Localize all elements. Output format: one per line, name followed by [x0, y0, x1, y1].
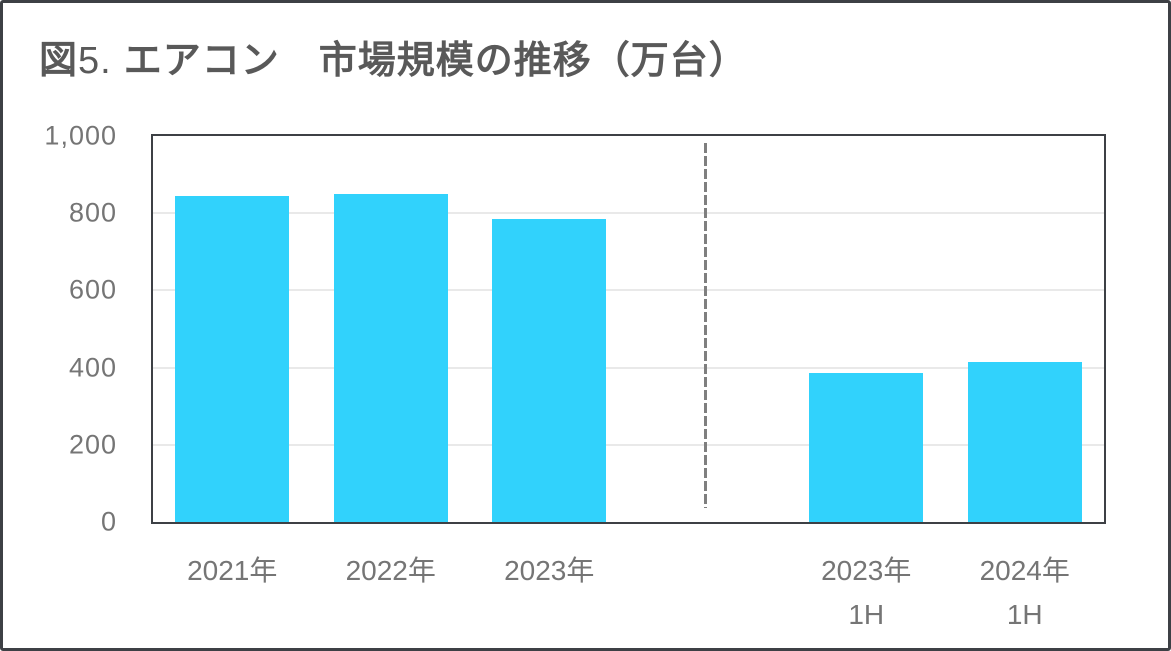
gridline-200 — [153, 443, 1104, 446]
y-axis-label-800: 800 — [68, 197, 117, 228]
x-axis-label-line1: 2022年 — [345, 555, 436, 586]
y-axis-label-0: 0 — [100, 506, 117, 537]
x-axis-label-line1: 2023年 — [821, 555, 912, 586]
bar-2023年-1H — [809, 373, 924, 522]
plot-area — [151, 134, 1106, 524]
y-axis-label-600: 600 — [68, 274, 117, 305]
bar-2024年-1H — [967, 361, 1082, 522]
chart-title-prefix: 図 — [39, 40, 79, 82]
x-axis-label-line1: 2023年 — [504, 555, 595, 586]
x-axis-label-2023年: 2023年 — [439, 554, 659, 588]
gridline-800 — [153, 212, 1104, 215]
group-divider-dashed-line — [703, 143, 707, 508]
x-axis-label-line1: 2024年 — [979, 555, 1070, 586]
y-axis-label-400: 400 — [68, 352, 117, 383]
y-axis-label-200: 200 — [68, 429, 117, 460]
chart-title-text: エアコン 市場規模の推移（万台） — [123, 40, 748, 82]
x-axis-label-2022年: 2022年 — [281, 554, 501, 588]
chart-title-number: 5. — [78, 40, 112, 82]
x-axis-label-line2: 1H — [1006, 599, 1043, 630]
x-axis-label-2023年-1H: 2023年 1H — [756, 554, 976, 632]
x-axis-label-line2: 1H — [848, 599, 885, 630]
gridline-600 — [153, 289, 1104, 292]
chart-title: 図5. エアコン 市場規模の推移（万台） — [39, 37, 748, 85]
x-axis-label-line1: 2021年 — [187, 555, 278, 586]
gridline-400 — [153, 366, 1104, 369]
x-axis-label-2021年: 2021年 — [122, 554, 342, 588]
y-axis-label-1000: 1,000 — [44, 120, 117, 151]
bar-2023年 — [492, 219, 607, 522]
x-axis-label-2024年-1H: 2024年 1H — [915, 554, 1135, 632]
bar-2022年 — [333, 193, 448, 522]
bar-2021年 — [175, 195, 290, 522]
